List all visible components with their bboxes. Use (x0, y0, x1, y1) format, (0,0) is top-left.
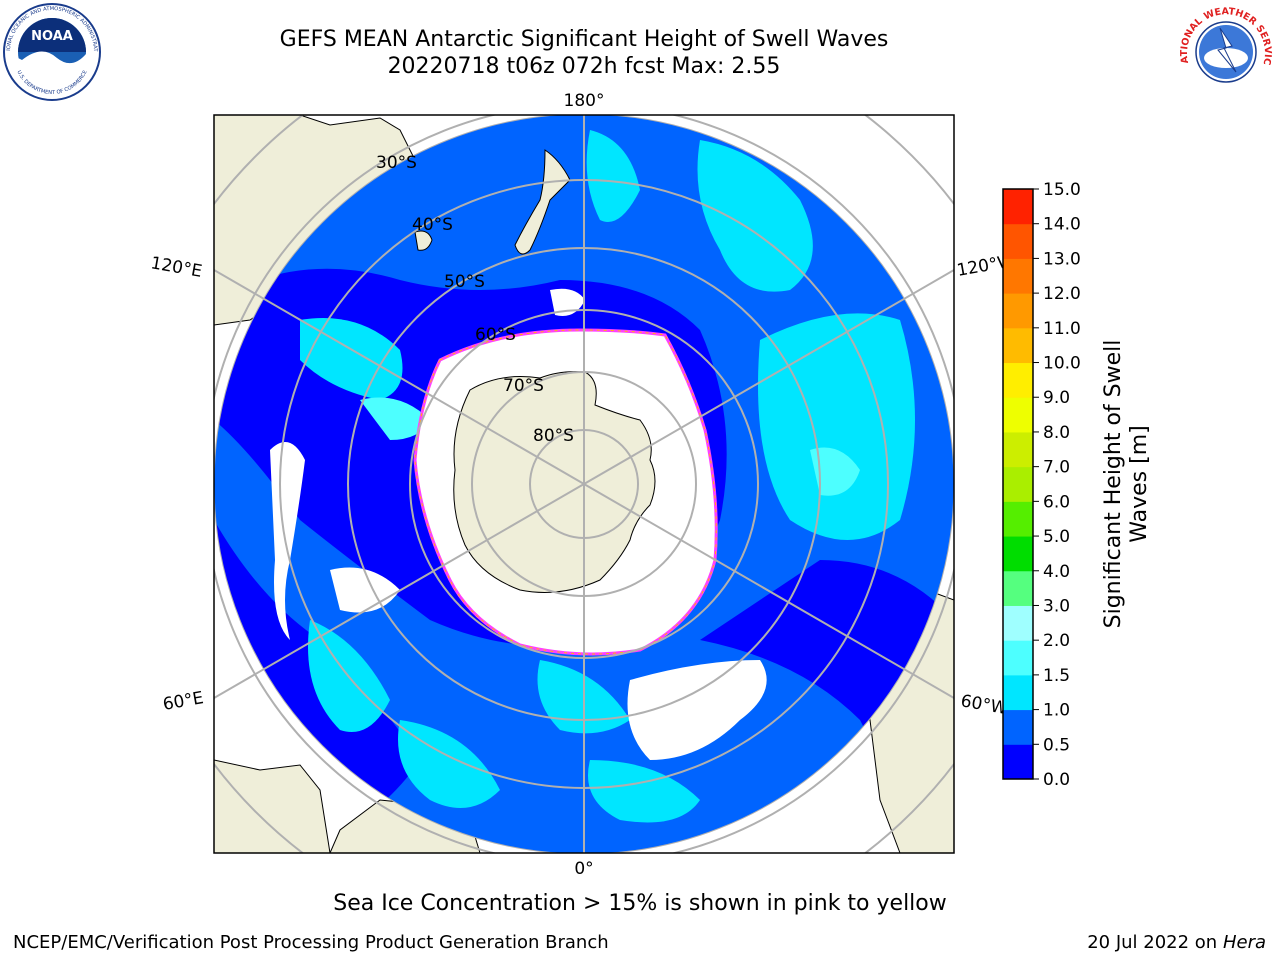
colorbar-tick-label: 1.0 (1043, 701, 1070, 721)
colorbar-swatch (1003, 640, 1033, 676)
colorbar-swatch (1003, 536, 1033, 572)
noaa-logo: NOAA NATIONAL OCEANIC AND ATMOSPHERIC AD… (2, 2, 101, 101)
colorbar-tick-label: 6.0 (1043, 492, 1070, 512)
colorbar-swatch (1003, 501, 1033, 537)
colorbar-frame (1002, 188, 1034, 780)
colorbar-swatch (1003, 431, 1033, 468)
footer-host: Hera (1222, 932, 1266, 953)
colorbar-tick-label: 13.0 (1043, 249, 1081, 269)
lat-label-60s: 60°S (475, 325, 516, 345)
colorbar-swatch (1003, 397, 1033, 433)
colorbar-tick-label: 3.0 (1043, 596, 1070, 616)
colorbar-tick-label: 5.0 (1043, 527, 1070, 547)
colorbar-tick-label: 7.0 (1043, 458, 1070, 478)
colorbar-label-line1: Significant Height of Swell (1101, 340, 1126, 629)
colorbar-swatch (1003, 570, 1033, 606)
tasmania (414, 230, 433, 251)
colorbar-tick-label: 2.0 (1043, 631, 1070, 651)
colorbar: 0.0 0.5 1.0 1.5 2.0 3.0 4.0 5.0 6.0 7.0 8.0 9.0 10.0… (1002, 180, 1152, 790)
colorbar-tick-label: 1.5 (1043, 666, 1070, 686)
nws-logo: NATIONAL WEATHER SERVICE (1175, 2, 1273, 99)
colorbar-tick-label: 4.0 (1043, 562, 1070, 582)
footer-organization: NCEP/EMC/Verification Post Processing Pr… (13, 932, 609, 953)
colorbar-swatch (1003, 466, 1033, 502)
lon-label-left-upper: 120°E (149, 253, 203, 282)
sea-ice-caption: Sea Ice Concentration > 15% is shown in … (333, 891, 947, 916)
colorbar-tick-label: 11.0 (1043, 319, 1081, 339)
colorbar-tick-label: 10.0 (1043, 354, 1081, 374)
colorbar-tick-label: 14.0 (1043, 215, 1081, 235)
colorbar-tick-label: 8.0 (1043, 423, 1070, 443)
colorbar-tick-label: 0.0 (1043, 770, 1070, 790)
graticule (214, 115, 954, 853)
lat-label-80s: 80°S (533, 426, 574, 446)
colorbar-tick-label: 9.0 (1043, 388, 1070, 408)
page-subtitle: 20220718 t06z 072h fcst Max: 2.55 (387, 54, 781, 79)
colorbar-swatch (1003, 605, 1033, 641)
lat-label-70s: 70°S (503, 376, 544, 396)
page-title: GEFS MEAN Antarctic Significant Height o… (279, 27, 889, 52)
colorbar-swatch (1003, 293, 1033, 329)
lon-label-left-lower: 60°E (161, 688, 205, 715)
colorbar-swatches (1003, 189, 1033, 780)
lat-label-30s: 30°S (376, 153, 417, 173)
map-frame (213, 114, 955, 854)
colorbar-label-line2: Waves [m] (1127, 425, 1152, 542)
lon-label-top: 180° (564, 91, 605, 111)
colorbar-swatch (1003, 258, 1033, 294)
colorbar-tick-label: 0.5 (1043, 735, 1070, 755)
colorbar-tick-label: 12.0 (1043, 284, 1081, 304)
colorbar-tick-label: 15.0 (1043, 180, 1081, 200)
lat-label-50s: 50°S (444, 272, 485, 292)
colorbar-swatch (1003, 362, 1033, 398)
lat-label-40s: 40°S (412, 215, 453, 235)
colorbar-swatch (1003, 674, 1033, 711)
colorbar-swatch (1003, 327, 1033, 364)
footer-date: 20 Jul 2022 on Hera (1087, 932, 1266, 953)
map-area: 30°S 40°S 50°S 60°S 70°S 80°S (214, 115, 954, 853)
colorbar-swatch (1003, 744, 1033, 780)
noaa-logo-text: NOAA (31, 29, 73, 44)
colorbar-swatch (1003, 189, 1033, 225)
colorbar-swatch (1003, 223, 1033, 259)
footer-date-text: 20 Jul 2022 on (1087, 932, 1223, 953)
colorbar-swatch (1003, 709, 1033, 745)
lon-label-bottom: 0° (574, 859, 593, 879)
colorbar-ticks: 0.0 0.5 1.0 1.5 2.0 3.0 4.0 5.0 6.0 7.0 8.0 9.0 10.0… (1033, 180, 1081, 790)
